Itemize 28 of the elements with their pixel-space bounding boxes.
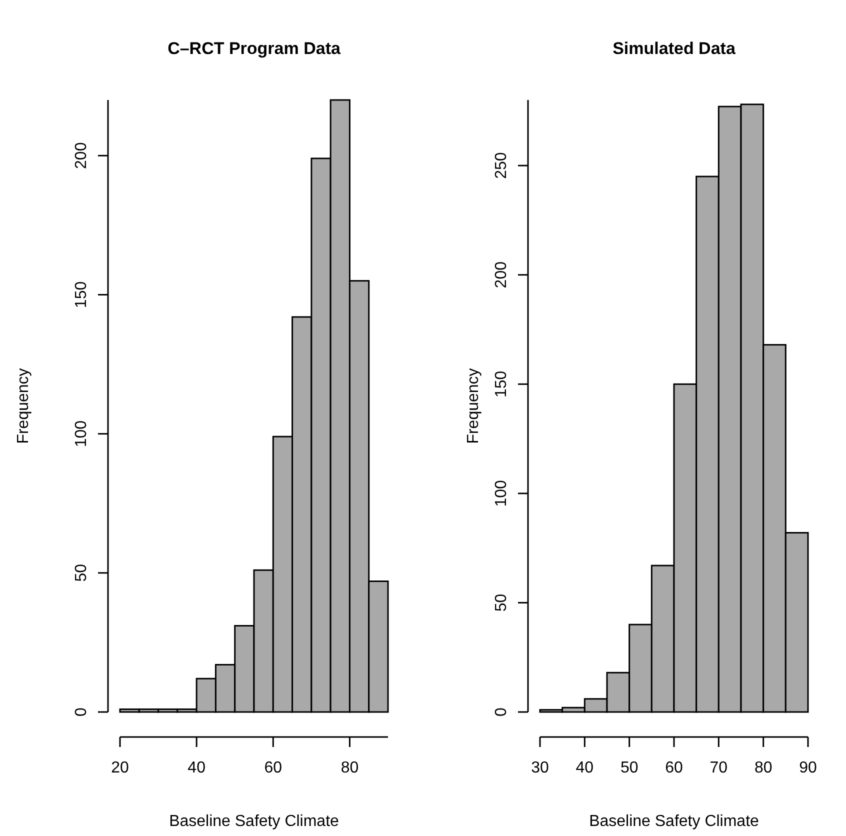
x-tick-label: 30 (531, 759, 549, 776)
x-axis-title: Baseline Safety Climate (169, 813, 340, 830)
y-tick-label: 200 (73, 142, 90, 169)
y-tick-label: 100 (493, 480, 510, 507)
x-tick-label: 80 (754, 759, 772, 776)
y-tick-label: 150 (73, 281, 90, 308)
y-tick-label: 0 (493, 707, 510, 716)
y-axis-title: Frequency (465, 368, 482, 444)
y-axis-title: Frequency (15, 368, 32, 444)
x-tick-label: 20 (111, 759, 129, 776)
y-tick-label: 50 (73, 564, 90, 582)
x-tick-label: 80 (340, 759, 359, 776)
chart-title: Simulated Data (612, 39, 736, 58)
x-tick-label: 40 (576, 759, 594, 776)
x-tick-label: 90 (799, 759, 817, 776)
y-tick-label: 100 (73, 420, 90, 448)
y-tick-label: 150 (493, 370, 510, 398)
x-tick-label: 60 (665, 759, 683, 776)
y-tick-label: 250 (493, 152, 510, 179)
x-tick-label: 40 (188, 759, 206, 776)
x-tick-label: 70 (710, 759, 728, 776)
x-axis-title: Baseline Safety Climate (589, 813, 760, 830)
y-tick-label: 200 (493, 261, 510, 288)
y-tick-label: 50 (493, 594, 510, 612)
x-tick-label: 60 (264, 759, 282, 776)
x-tick-label: 50 (620, 759, 638, 776)
chart-title: C–RCT Program Data (168, 39, 341, 58)
y-tick-label: 0 (73, 707, 90, 716)
